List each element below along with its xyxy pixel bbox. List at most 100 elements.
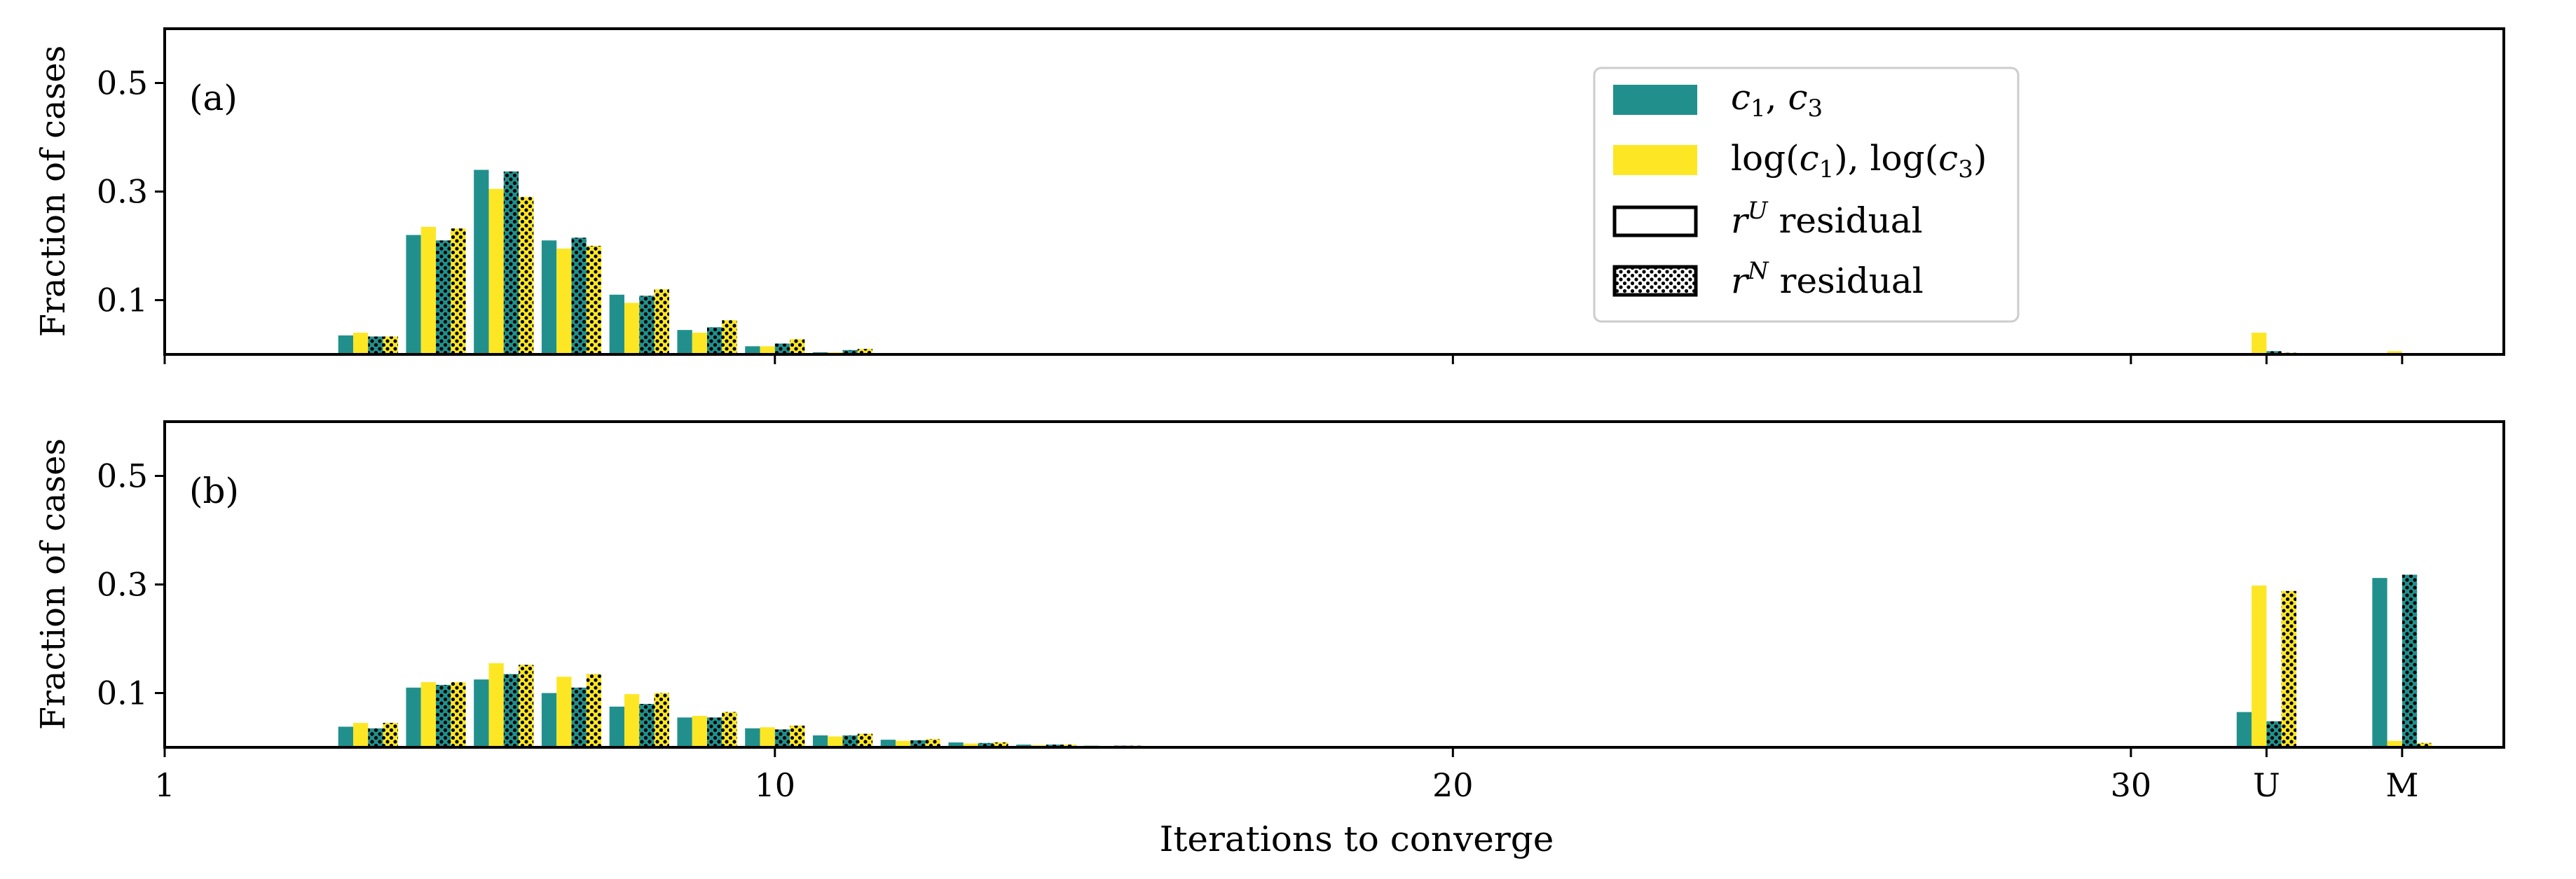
bar-c1c3_rN-x6 [503,674,519,748]
panel-a-x-axis [163,354,2404,364]
bar-c1c3_rN-x9 [707,327,722,354]
panel-a: 0.1 0.3 0.5 (a) Fraction of cases [34,27,2505,364]
bar-c1c3_rN-x4 [368,336,383,354]
y-tick-label: 0.3 [97,173,148,211]
bar-c1c3_rN-x8 [639,296,655,354]
bar-logc_rU-x13 [963,743,979,747]
bar-c1c3_rN-x11 [842,349,858,354]
bar-c1c3_rU-x9 [677,717,692,748]
legend-label-yellow: log(c1), log(c3) [1731,138,1987,184]
legend-entry-teal: c1, c3 [1613,77,1823,123]
bar-logc_rN-x5 [451,228,466,354]
bar-c1c3_rU-x4 [338,335,353,355]
bar-c1c3_rU-x8 [609,706,624,748]
bar-c1c3_rN-x34 [2402,574,2418,747]
y-tick-label: 0.5 [97,64,148,102]
legend-swatch-teal [1613,85,1697,115]
bar-c1c3_rN-x32 [2266,351,2282,354]
bar-c1c3_rU-x7 [541,240,557,354]
bar-c1c3_rN-x8 [639,704,655,747]
panel-a-label: (a) [189,78,238,118]
bar-c1c3_rN-x13 [978,742,994,747]
bar-logc_rN-x13 [993,742,1008,747]
bar-logc_rN-x10 [790,726,805,747]
bar-c1c3_rN-x7 [571,687,587,747]
bar-logc_rU-x34 [2387,351,2402,354]
panel-b-x-axis: 1 10 20 30 U M [154,747,2418,804]
legend-swatch-rn [1612,265,1698,297]
y-tick-label: 0.5 [97,457,148,495]
bar-logc_rU-x5 [420,682,437,747]
bar-logc_rU-x6 [488,188,504,355]
bar-logc_rN-x4 [383,723,398,748]
bar-logc_rN-x32 [2281,590,2296,747]
bar-logc_rU-x8 [624,694,640,747]
bar-logc_rU-x12 [896,740,911,747]
bar-c1c3_rU-x11 [812,735,828,747]
bar-logc_rN-x5 [451,682,466,747]
panel-a-y-axis-label: Fraction of cases [34,46,73,338]
bar-logc_rU-x7 [556,677,572,747]
bar-logc_rN-x6 [519,665,534,747]
bar-logc_rU-x9 [692,333,708,354]
bar-logc_rU-x32 [2252,586,2267,747]
bar-c1c3_rU-x34 [2372,578,2387,747]
bar-c1c3_rU-x5 [406,235,421,354]
bar-logc_rN-x4 [383,336,398,354]
bar-c1c3_rU-x5 [406,687,421,747]
panel-a-bars [338,169,2432,355]
bar-logc_rN-x7 [586,674,602,748]
panel-b-bars [338,574,2432,748]
bar-c1c3_rN-x7 [571,237,587,355]
bar-c1c3_rN-x4 [368,728,383,748]
x-tick-label: M [2385,766,2418,804]
bar-c1c3_rU-x6 [474,679,489,748]
bar-c1c3_rU-x10 [745,346,760,355]
panel-b: 0.1 0.3 0.5 1 10 20 30 U M (b) Fraction of case… [34,420,2505,804]
bar-c1c3_rU-x13 [948,742,964,747]
panel-b-y-axis: 0.1 0.3 0.5 [97,457,165,712]
bar-c1c3_rN-x10 [774,729,790,747]
bar-c1c3_rN-x5 [436,240,451,354]
panel-b-y-axis-label: Fraction of cases [34,438,73,731]
bar-c1c3_rN-x12 [910,740,926,747]
bar-logc_rU-x6 [488,663,504,748]
x-tick-label: 1 [154,766,174,804]
legend-entry-yellow: log(c1), log(c3) [1613,138,1987,184]
bar-logc_rN-x11 [857,349,873,354]
bar-logc_rN-x7 [586,246,602,354]
bar-logc_rU-x10 [760,346,775,355]
bar-c1c3_rU-x6 [474,169,489,354]
bar-logc_rU-x11 [828,736,843,747]
bar-logc_rU-x9 [692,716,708,747]
bar-c1c3_rN-x32 [2266,721,2282,747]
y-tick-label: 0.1 [97,674,148,712]
bar-logc_rN-x8 [654,289,669,354]
legend-swatch-ru [1612,205,1698,237]
bar-logc_rU-x8 [624,303,640,355]
legend: c1, c3 log(c1), log(c3) rU residual rN r… [1593,67,2020,323]
y-tick-label: 0.3 [97,566,148,604]
panel-b-label: (b) [189,471,239,511]
legend-frame [1593,67,2020,323]
bar-logc_rU-x10 [760,727,775,747]
bar-logc_rN-x9 [722,712,737,748]
bar-c1c3_rU-x12 [880,740,896,747]
legend-entry-rn: rN residual [1612,257,1924,301]
y-tick-label: 0.1 [97,282,148,319]
legend-label-ru: rU residual [1731,197,1923,241]
bar-logc_rU-x5 [420,226,437,355]
bar-logc_rN-x8 [654,693,669,747]
bar-logc_rU-x34 [2387,740,2402,747]
bar-logc_rU-x7 [556,248,572,355]
bar-c1c3_rU-x10 [745,728,760,748]
x-tick-label: U [2253,766,2280,804]
legend-label-teal: c1, c3 [1731,77,1823,123]
bar-c1c3_rU-x9 [677,330,692,355]
bar-logc_rN-x10 [790,339,805,354]
bar-logc_rU-x4 [352,333,369,354]
x-tick-label: 30 [2111,766,2152,804]
legend-label-rn: rN residual [1731,257,1924,301]
bar-logc_rN-x11 [857,733,873,748]
bar-logc_rN-x9 [722,320,737,354]
